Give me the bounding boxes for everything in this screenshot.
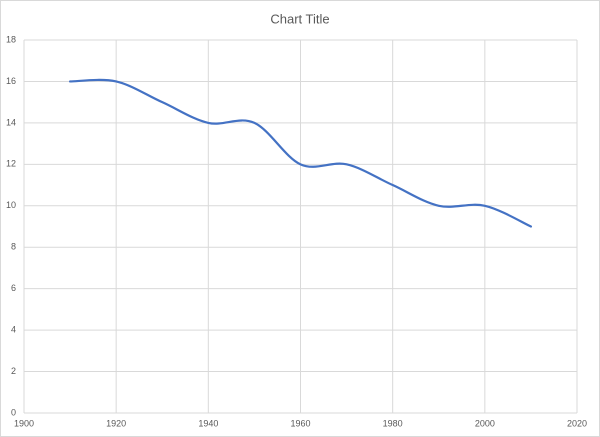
- y-tick-label: 16: [6, 76, 16, 86]
- y-tick-label: 8: [11, 242, 16, 252]
- x-tick-label: 1940: [198, 418, 218, 428]
- x-tick-label: 2000: [475, 418, 495, 428]
- x-tick-label: 1980: [383, 418, 403, 428]
- y-tick-label: 0: [11, 407, 16, 417]
- y-tick-label: 4: [11, 324, 16, 334]
- x-tick-label: 1920: [106, 418, 126, 428]
- x-tick-label: 1960: [290, 418, 310, 428]
- x-tick-label: 2020: [567, 418, 587, 428]
- chart-title: Chart Title: [270, 11, 329, 26]
- data-line: [68, 78, 533, 228]
- y-tick-label: 14: [6, 117, 16, 127]
- x-tick-label: 1900: [14, 418, 34, 428]
- y-tick-label: 10: [6, 200, 16, 210]
- y-tick-label: 6: [11, 283, 16, 293]
- y-tick-label: 18: [6, 34, 16, 44]
- y-tick-label: 2: [11, 366, 16, 376]
- y-tick-label: 12: [6, 159, 16, 169]
